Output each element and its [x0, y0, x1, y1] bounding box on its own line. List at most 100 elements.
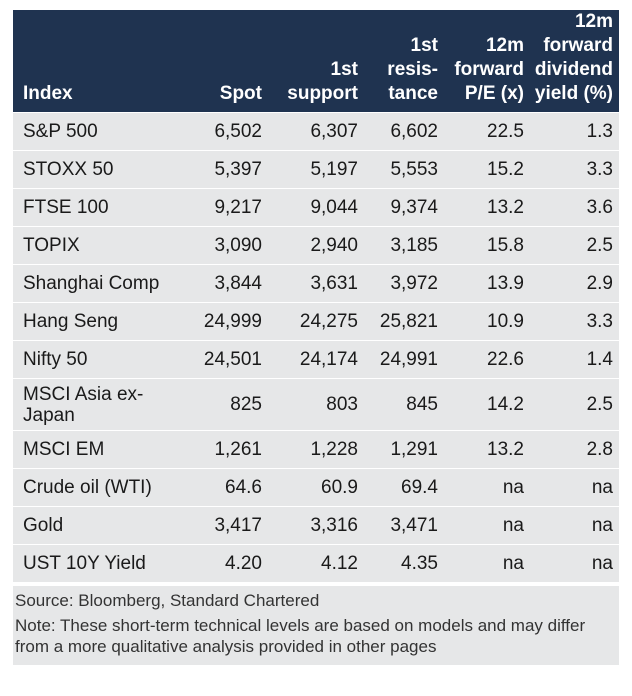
- cell-support: 9,044: [266, 188, 362, 226]
- cell-index: UST 10Y Yield: [13, 544, 188, 582]
- cell-resistance: 3,972: [362, 264, 442, 302]
- cell-pe: 13.2: [442, 188, 528, 226]
- table-row: Crude oil (WTI) 64.6 60.9 69.4 na na: [13, 468, 619, 506]
- cell-dividend: 2.8: [528, 430, 619, 468]
- table-row: STOXX 50 5,397 5,197 5,553 15.2 3.3: [13, 150, 619, 188]
- cell-support: 24,174: [266, 340, 362, 378]
- cell-resistance: 6,602: [362, 112, 442, 150]
- header-resistance-line: 1st: [410, 35, 438, 56]
- cell-resistance: 4.35: [362, 544, 442, 582]
- header-dividend-line: forward: [543, 35, 613, 56]
- cell-index: Nifty 50: [13, 340, 188, 378]
- cell-resistance: 9,374: [362, 188, 442, 226]
- table-row: S&P 500 6,502 6,307 6,602 22.5 1.3: [13, 112, 619, 150]
- header-row: Index Spot 1st support 1st resis- tance …: [13, 10, 619, 112]
- methodology-note: Note: These short-term technical levels …: [15, 616, 586, 656]
- header-spot: Spot: [188, 10, 266, 112]
- cell-resistance: 3,471: [362, 506, 442, 544]
- table-row: UST 10Y Yield 4.20 4.12 4.35 na na: [13, 544, 619, 582]
- cell-dividend: 3.6: [528, 188, 619, 226]
- cell-spot: 3,090: [188, 226, 266, 264]
- header-support-line: 1st: [330, 59, 358, 80]
- table-row: TOPIX 3,090 2,940 3,185 15.8 2.5: [13, 226, 619, 264]
- cell-pe: 15.2: [442, 150, 528, 188]
- cell-index: Gold: [13, 506, 188, 544]
- cell-support: 803: [266, 378, 362, 430]
- footnotes: Source: Bloomberg, Standard Chartered No…: [13, 586, 619, 665]
- cell-resistance: 1,291: [362, 430, 442, 468]
- cell-dividend: 2.5: [528, 378, 619, 430]
- cell-index: STOXX 50: [13, 150, 188, 188]
- cell-pe: 22.6: [442, 340, 528, 378]
- header-resistance: 1st resis- tance: [362, 10, 442, 112]
- cell-support: 3,316: [266, 506, 362, 544]
- header-pe-line: 12m: [485, 35, 524, 56]
- header-dividend: 12m forward dividend yield (%): [528, 10, 619, 112]
- table-row: FTSE 100 9,217 9,044 9,374 13.2 3.6: [13, 188, 619, 226]
- cell-resistance: 69.4: [362, 468, 442, 506]
- cell-support: 4.12: [266, 544, 362, 582]
- cell-pe: na: [442, 468, 528, 506]
- cell-dividend: na: [528, 506, 619, 544]
- table-row: Shanghai Comp 3,844 3,631 3,972 13.9 2.9: [13, 264, 619, 302]
- table-row: MSCI EM 1,261 1,228 1,291 13.2 2.8: [13, 430, 619, 468]
- cell-index: S&P 500: [13, 112, 188, 150]
- table-row: Nifty 50 24,501 24,174 24,991 22.6 1.4: [13, 340, 619, 378]
- cell-index: MSCI EM: [13, 430, 188, 468]
- cell-resistance: 3,185: [362, 226, 442, 264]
- cell-resistance: 845: [362, 378, 442, 430]
- cell-spot: 825: [188, 378, 266, 430]
- cell-index: Crude oil (WTI): [13, 468, 188, 506]
- cell-pe: 14.2: [442, 378, 528, 430]
- cell-support: 1,228: [266, 430, 362, 468]
- cell-pe: na: [442, 506, 528, 544]
- cell-dividend: 2.9: [528, 264, 619, 302]
- header-support-line: support: [287, 83, 358, 104]
- table-row: Gold 3,417 3,316 3,471 na na: [13, 506, 619, 544]
- page: Index Spot 1st support 1st resis- tance …: [13, 0, 619, 665]
- cell-spot: 64.6: [188, 468, 266, 506]
- index-levels-table: Index Spot 1st support 1st resis- tance …: [13, 10, 619, 582]
- cell-index: MSCI Asia ex-Japan: [13, 378, 188, 430]
- cell-index: Shanghai Comp: [13, 264, 188, 302]
- cell-dividend: 2.5: [528, 226, 619, 264]
- header-resistance-line: resis-: [387, 59, 438, 80]
- cell-dividend: 3.3: [528, 302, 619, 340]
- cell-spot: 5,397: [188, 150, 266, 188]
- header-pe-line: forward: [454, 59, 524, 80]
- cell-spot: 1,261: [188, 430, 266, 468]
- cell-index: Hang Seng: [13, 302, 188, 340]
- cell-spot: 24,501: [188, 340, 266, 378]
- cell-pe: 13.9: [442, 264, 528, 302]
- cell-resistance: 25,821: [362, 302, 442, 340]
- cell-resistance: 24,991: [362, 340, 442, 378]
- table-header: Index Spot 1st support 1st resis- tance …: [13, 10, 619, 112]
- cell-support: 3,631: [266, 264, 362, 302]
- cell-spot: 3,844: [188, 264, 266, 302]
- cell-dividend: 1.4: [528, 340, 619, 378]
- cell-spot: 24,999: [188, 302, 266, 340]
- cell-pe: 22.5: [442, 112, 528, 150]
- header-pe-line: P/E (x): [464, 83, 524, 104]
- table-row: MSCI Asia ex-Japan 825 803 845 14.2 2.5: [13, 378, 619, 430]
- cell-dividend: na: [528, 544, 619, 582]
- cell-spot: 3,417: [188, 506, 266, 544]
- header-index: Index: [13, 10, 188, 112]
- source-note: Source: Bloomberg, Standard Chartered: [15, 591, 320, 610]
- cell-spot: 4.20: [188, 544, 266, 582]
- cell-dividend: 3.3: [528, 150, 619, 188]
- cell-dividend: na: [528, 468, 619, 506]
- header-resistance-line: tance: [388, 83, 438, 104]
- cell-spot: 9,217: [188, 188, 266, 226]
- header-dividend-line: yield (%): [534, 83, 613, 104]
- cell-support: 2,940: [266, 226, 362, 264]
- table-body: S&P 500 6,502 6,307 6,602 22.5 1.3 STOXX…: [13, 112, 619, 582]
- cell-support: 5,197: [266, 150, 362, 188]
- header-pe: 12m forward P/E (x): [442, 10, 528, 112]
- cell-support: 6,307: [266, 112, 362, 150]
- cell-index: TOPIX: [13, 226, 188, 264]
- cell-dividend: 1.3: [528, 112, 619, 150]
- header-support: 1st support: [266, 10, 362, 112]
- cell-pe: 15.8: [442, 226, 528, 264]
- header-dividend-line: 12m: [574, 11, 613, 32]
